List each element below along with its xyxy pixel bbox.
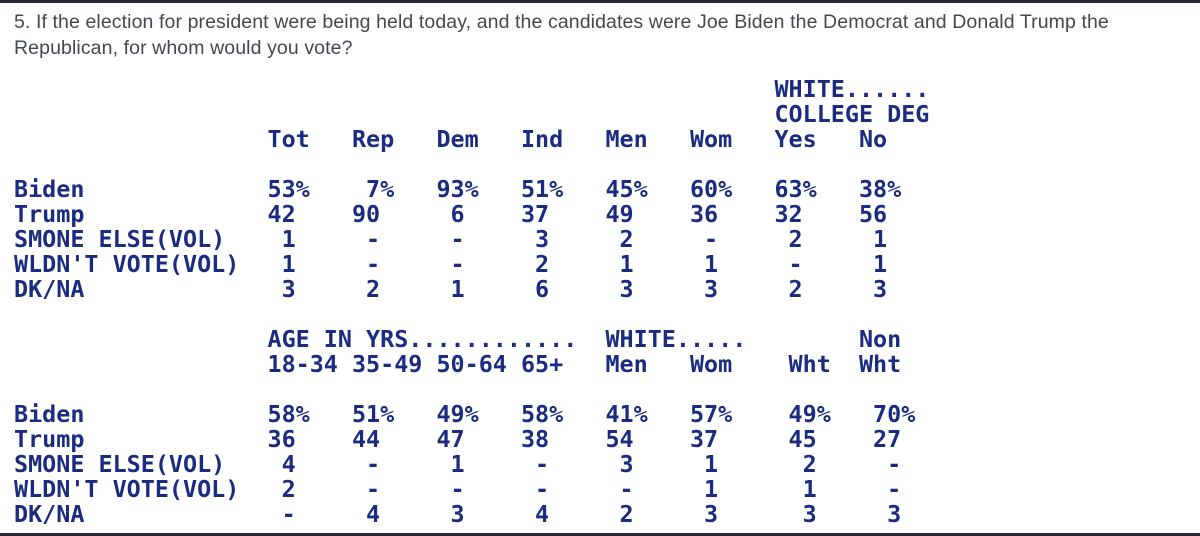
- t1-row-trump: Trump 42 90 6 37 49 36 32 56: [14, 200, 888, 228]
- t2-row-dk-na: DK/NA - 4 3 4 2 3 3 3: [14, 500, 902, 528]
- t2-row-biden: Biden 58% 51% 49% 58% 41% 57% 49% 70%: [14, 400, 916, 428]
- poll-question-text: 5. If the election for president were be…: [14, 11, 1109, 59]
- t1-row-biden: Biden 53% 7% 93% 51% 45% 60% 63% 38%: [14, 175, 902, 203]
- t2-banner-age-white-non: AGE IN YRS............ WHITE..... Non: [14, 325, 902, 353]
- t1-spacer-line: [14, 152, 1200, 177]
- t2-row-trump: Trump 36 44 47 38 54 37 45 27: [14, 425, 902, 453]
- t2-spacer-line: [14, 302, 1200, 327]
- t1-row-smone-else: SMONE ELSE(VOL) 1 - - 3 2 - 2 1: [14, 225, 888, 253]
- t1-banner-college-deg: COLLEGE DEG: [14, 100, 930, 128]
- t2-row-smone-else: SMONE ELSE(VOL) 4 - 1 - 3 1 2 -: [14, 450, 902, 478]
- t1-row-wldnt-vote: WLDN'T VOTE(VOL) 1 - - 2 1 1 - 1: [14, 250, 888, 278]
- t1-banner-white: WHITE......: [14, 75, 930, 103]
- t1-column-headers: Tot Rep Dem Ind Men Wom Yes No: [14, 125, 888, 153]
- t2-column-headers: 18-34 35-49 50-64 65+ Men Wom Wht Wht: [14, 350, 902, 378]
- t1-row-dk-na: DK/NA 3 2 1 6 3 3 2 3: [14, 275, 888, 303]
- t2-row-wldnt-vote: WLDN'T VOTE(VOL) 2 - - - - 1 1 -: [14, 475, 902, 503]
- t2-spacer-line-2: [14, 377, 1200, 402]
- poll-crosstab-table: WHITE...... COLLEGE DEG Tot Rep Dem Ind …: [0, 77, 1200, 527]
